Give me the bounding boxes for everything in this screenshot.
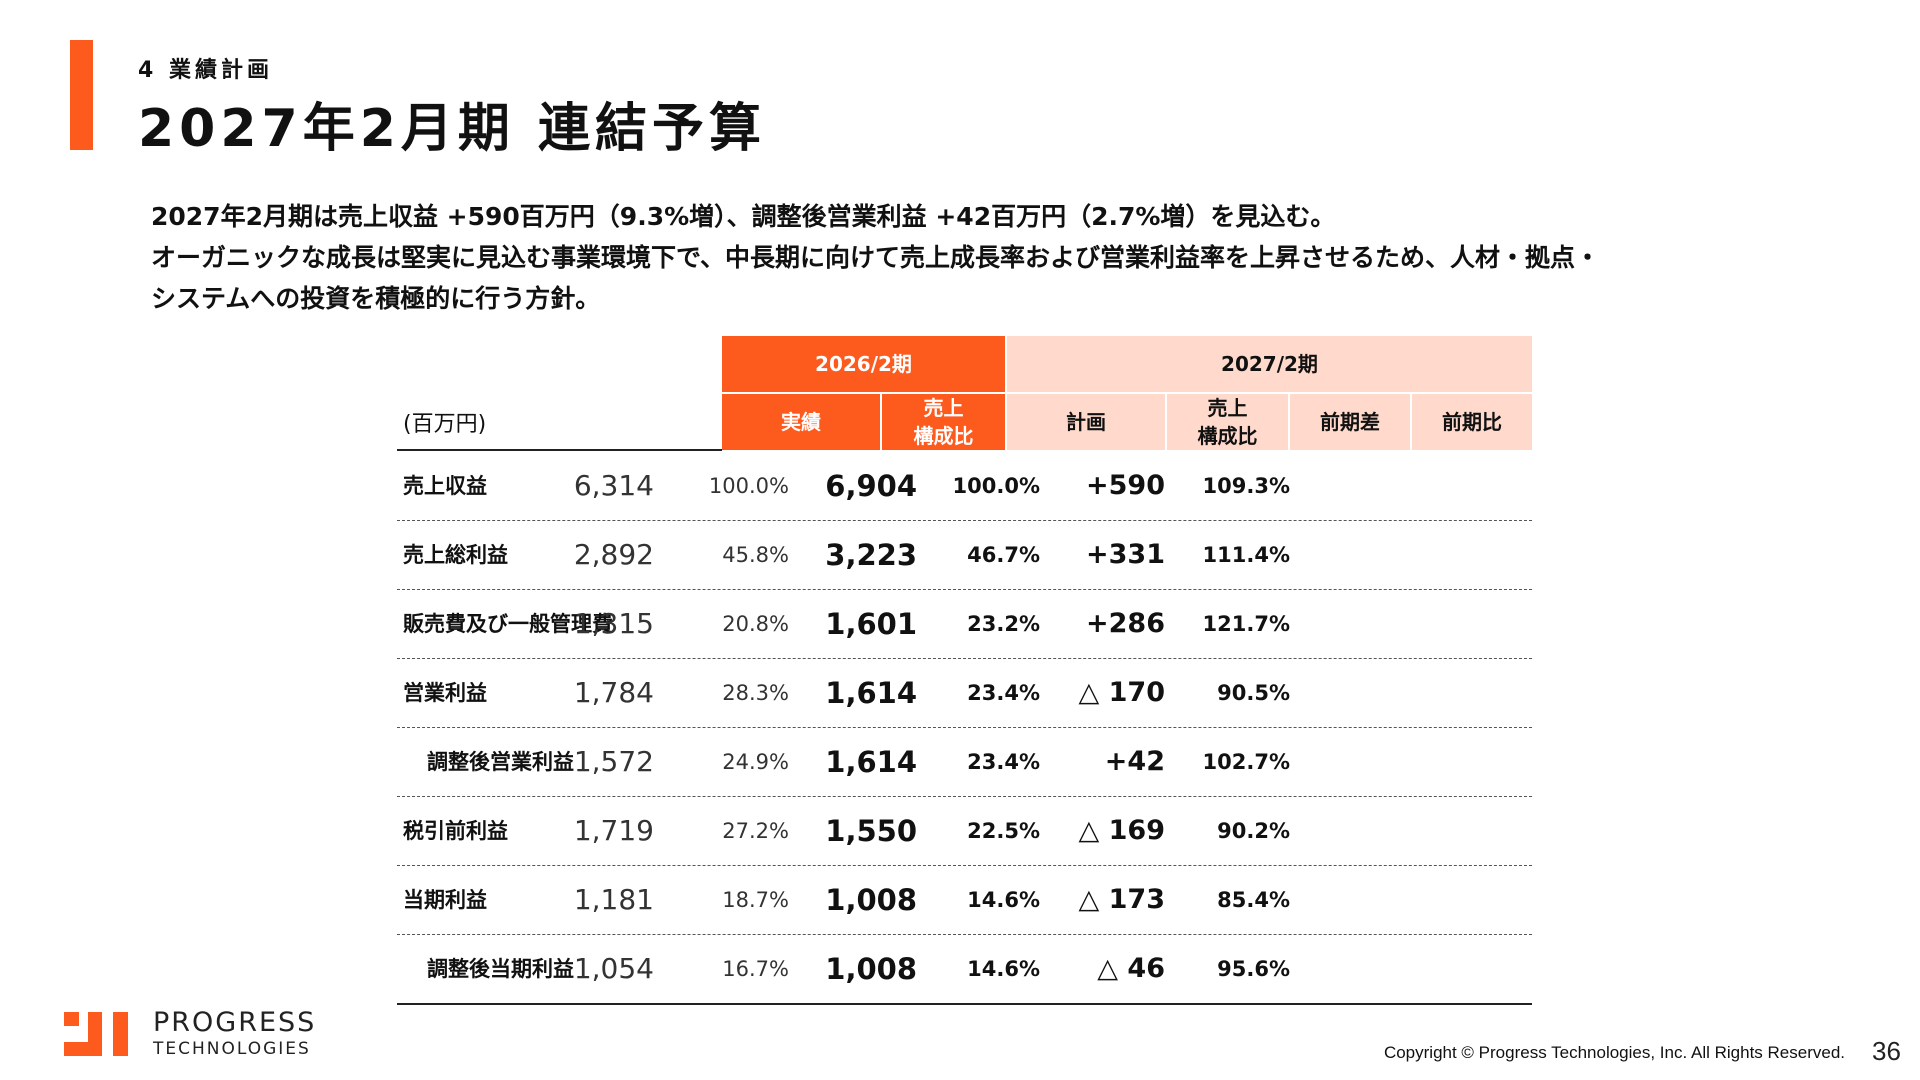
plan-value: 1,614 bbox=[825, 676, 917, 710]
row-label: 売上収益 bbox=[403, 474, 487, 498]
table-row: 売上総利益 2,892 45.8% 3,223 46.7% +331 111.4… bbox=[397, 521, 1532, 590]
plan-ratio: 100.0% bbox=[952, 474, 1040, 498]
yoy-value: 90.5% bbox=[1217, 681, 1290, 705]
plan-ratio: 22.5% bbox=[967, 819, 1040, 843]
table-row: 調整後営業利益 1,572 24.9% 1,614 23.4% +42 102.… bbox=[397, 728, 1532, 797]
budget-table: 2026/2期 2027/2期 (百万円) 実績 売上 構成比 計画 売上 構成… bbox=[397, 336, 1532, 1005]
diff-value: +42 bbox=[1104, 746, 1165, 777]
actual-value: 1,784 bbox=[573, 676, 654, 709]
col-plan-ratio-header: 売上 構成比 bbox=[1167, 394, 1288, 450]
col-actual-header: 実績 bbox=[722, 394, 880, 450]
actual-ratio: 100.0% bbox=[708, 474, 789, 498]
intro-line: 2027年2月期は売上収益 +590百万円（9.3%増）、調整後営業利益 +42… bbox=[151, 202, 1336, 231]
actual-ratio: 20.8% bbox=[722, 612, 789, 636]
intro-text: 2027年2月期は売上収益 +590百万円（9.3%増）、調整後営業利益 +42… bbox=[151, 196, 1801, 319]
plan-value: 1,601 bbox=[825, 607, 917, 641]
diff-value: △ 169 bbox=[1078, 815, 1165, 846]
title-accent-bar bbox=[70, 40, 93, 150]
plan-ratio: 14.6% bbox=[967, 888, 1040, 912]
plan-ratio: 23.2% bbox=[967, 612, 1040, 636]
yoy-value: 102.7% bbox=[1202, 750, 1290, 774]
ratio-header-line2: 構成比 bbox=[1197, 424, 1258, 448]
ratio-header-line2: 構成比 bbox=[913, 424, 974, 448]
table-row: 当期利益 1,181 18.7% 1,008 14.6% △ 173 85.4% bbox=[397, 866, 1532, 935]
plan-value: 1,008 bbox=[825, 952, 917, 986]
actual-ratio: 18.7% bbox=[722, 888, 789, 912]
intro-line: システムへの投資を積極的に行う方針。 bbox=[151, 284, 601, 313]
section-label: 4 業績計画 bbox=[138, 58, 273, 83]
row-label: 調整後当期利益 bbox=[427, 957, 574, 981]
row-label: 税引前利益 bbox=[403, 819, 508, 843]
plan-ratio: 14.6% bbox=[967, 957, 1040, 981]
period-prev-header: 2026/2期 bbox=[722, 336, 1005, 392]
ratio-header-line1: 売上 bbox=[1207, 396, 1248, 420]
plan-value: 1,550 bbox=[825, 814, 917, 848]
row-label: 当期利益 bbox=[403, 888, 487, 912]
table-row: 調整後当期利益 1,054 16.7% 1,008 14.6% △ 46 95.… bbox=[397, 935, 1532, 1005]
actual-ratio: 45.8% bbox=[722, 543, 789, 567]
actual-ratio: 24.9% bbox=[722, 750, 789, 774]
table-row: 税引前利益 1,719 27.2% 1,550 22.5% △ 169 90.2… bbox=[397, 797, 1532, 866]
col-actual-ratio-header: 売上 構成比 bbox=[882, 394, 1005, 450]
actual-ratio: 28.3% bbox=[722, 681, 789, 705]
plan-ratio: 23.4% bbox=[967, 750, 1040, 774]
plan-ratio: 46.7% bbox=[967, 543, 1040, 567]
row-label: 営業利益 bbox=[403, 681, 487, 705]
actual-value: 1,315 bbox=[573, 607, 654, 640]
col-yoy-header: 前期比 bbox=[1412, 394, 1532, 450]
copyright-notice: Copyright © Progress Technologies, Inc. … bbox=[1383, 1043, 1845, 1062]
diff-value: △ 170 bbox=[1078, 677, 1165, 708]
actual-ratio: 16.7% bbox=[722, 957, 789, 981]
actual-value: 2,892 bbox=[573, 538, 654, 571]
yoy-value: 85.4% bbox=[1217, 888, 1290, 912]
table-row: 営業利益 1,784 28.3% 1,614 23.4% △ 170 90.5% bbox=[397, 659, 1532, 728]
table-row: 売上収益 6,314 100.0% 6,904 100.0% +590 109.… bbox=[397, 452, 1532, 521]
plan-value: 1,614 bbox=[825, 745, 917, 779]
diff-value: △ 46 bbox=[1097, 953, 1165, 984]
actual-value: 1,181 bbox=[573, 883, 654, 916]
actual-value: 6,314 bbox=[573, 469, 654, 502]
progress-logo-icon bbox=[64, 1012, 128, 1056]
table-header: 2026/2期 2027/2期 (百万円) 実績 売上 構成比 計画 売上 構成… bbox=[397, 336, 1532, 452]
row-label: 売上総利益 bbox=[403, 543, 508, 567]
period-plan-header: 2027/2期 bbox=[1007, 336, 1532, 392]
page-number: 36 bbox=[1872, 1036, 1901, 1066]
yoy-value: 90.2% bbox=[1217, 819, 1290, 843]
row-label: 調整後営業利益 bbox=[427, 750, 574, 774]
diff-value: +286 bbox=[1086, 608, 1165, 639]
diff-value: +590 bbox=[1086, 470, 1165, 501]
diff-value: △ 173 bbox=[1078, 884, 1165, 915]
plan-value: 1,008 bbox=[825, 883, 917, 917]
unit-underline bbox=[397, 449, 722, 451]
logo-wordmark: PROGRESS bbox=[153, 1007, 317, 1038]
unit-label: (百万円) bbox=[403, 412, 487, 437]
actual-ratio: 27.2% bbox=[722, 819, 789, 843]
col-plan-header: 計画 bbox=[1007, 394, 1165, 450]
yoy-value: 111.4% bbox=[1202, 543, 1290, 567]
plan-value: 6,904 bbox=[825, 469, 917, 503]
actual-value: 1,054 bbox=[573, 952, 654, 985]
row-label: 販売費及び一般管理費 bbox=[403, 612, 613, 636]
diff-value: +331 bbox=[1086, 539, 1165, 570]
plan-ratio: 23.4% bbox=[967, 681, 1040, 705]
plan-value: 3,223 bbox=[825, 538, 917, 572]
col-diff-header: 前期差 bbox=[1290, 394, 1410, 450]
page-title: 2027年2月期 連結予算 bbox=[138, 99, 767, 159]
intro-line: オーガニックな成長は堅実に見込む事業環境下で、中長期に向けて売上成長率および営業… bbox=[151, 243, 1601, 272]
yoy-value: 109.3% bbox=[1202, 474, 1290, 498]
actual-value: 1,572 bbox=[573, 745, 654, 778]
yoy-value: 95.6% bbox=[1217, 957, 1290, 981]
logo-subtitle: TECHNOLOGIES bbox=[153, 1039, 311, 1059]
actual-value: 1,719 bbox=[573, 814, 654, 847]
table-row: 販売費及び一般管理費 1,315 20.8% 1,601 23.2% +286 … bbox=[397, 590, 1532, 659]
yoy-value: 121.7% bbox=[1202, 612, 1290, 636]
ratio-header-line1: 売上 bbox=[923, 396, 964, 420]
